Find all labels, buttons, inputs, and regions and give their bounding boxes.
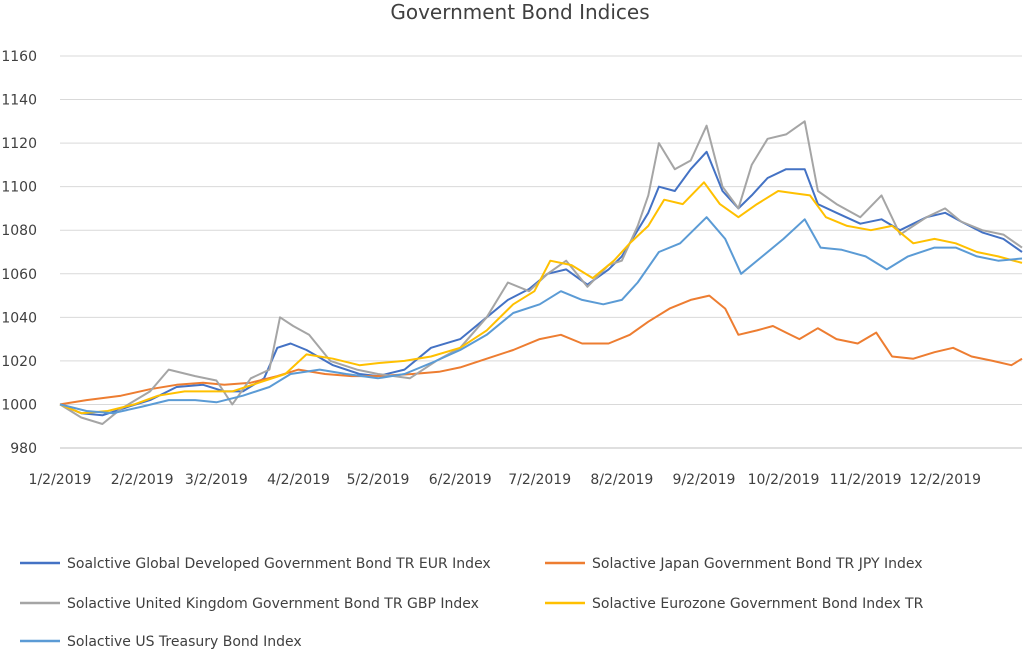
- x-tick-label: 12/2/2019: [909, 472, 981, 488]
- x-tick-label: 2/2/2019: [111, 472, 174, 488]
- y-tick-label: 1140: [1, 93, 37, 109]
- legend-label: Soalctive Global Developed Government Bo…: [67, 556, 491, 572]
- y-tick-label: 1060: [1, 267, 37, 283]
- chart-title: Government Bond Indices: [390, 0, 649, 24]
- x-tick-label: 5/2/2019: [347, 472, 410, 488]
- x-tick-label: 11/2/2019: [830, 472, 902, 488]
- series-line-2: [59, 294, 1023, 406]
- x-tick-label: 1/2/2019: [29, 472, 92, 488]
- x-tick-label: 4/2/2019: [267, 472, 330, 488]
- legend-label: Solactive Japan Government Bond TR JPY I…: [592, 556, 923, 572]
- legend-label: Solactive Eurozone Government Bond Index…: [592, 596, 924, 612]
- legend-label: Solactive United Kingdom Government Bond…: [67, 596, 479, 612]
- series-line-3: [59, 120, 1023, 425]
- x-tick-label: 6/2/2019: [429, 472, 492, 488]
- legend-label: Solactive US Treasury Bond Index: [67, 634, 302, 650]
- y-tick-label: 1000: [1, 397, 37, 413]
- series-line-4: [59, 181, 1023, 415]
- y-tick-label: 1020: [1, 354, 37, 370]
- series-line-1: [59, 150, 1023, 417]
- x-tick-label: 7/2/2019: [508, 472, 571, 488]
- x-tick-label: 8/2/2019: [590, 472, 653, 488]
- legend: Soalctive Global Developed Government Bo…: [20, 556, 924, 650]
- series-lines: [59, 120, 1023, 425]
- x-tick-label: 9/2/2019: [673, 472, 736, 488]
- y-tick-label: 1160: [1, 49, 37, 65]
- x-axis-ticks: 1/2/2019 2/2/2019 3/2/2019 4/2/2019 5/2/2019…: [29, 472, 981, 488]
- series-line-5: [59, 216, 1023, 415]
- x-tick-label: 10/2/2019: [748, 472, 820, 488]
- y-tick-label: 1100: [1, 180, 37, 196]
- y-tick-label: 1040: [1, 310, 37, 326]
- y-axis-ticks: 980 1000 1020 1040 1060 1080 1100 1120 1140 1160: [1, 49, 37, 457]
- x-tick-label: 3/2/2019: [185, 472, 248, 488]
- y-tick-label: 1120: [1, 136, 37, 152]
- y-tick-label: 980: [10, 441, 37, 457]
- y-tick-label: 1080: [1, 223, 37, 239]
- gridlines: [60, 55, 1022, 449]
